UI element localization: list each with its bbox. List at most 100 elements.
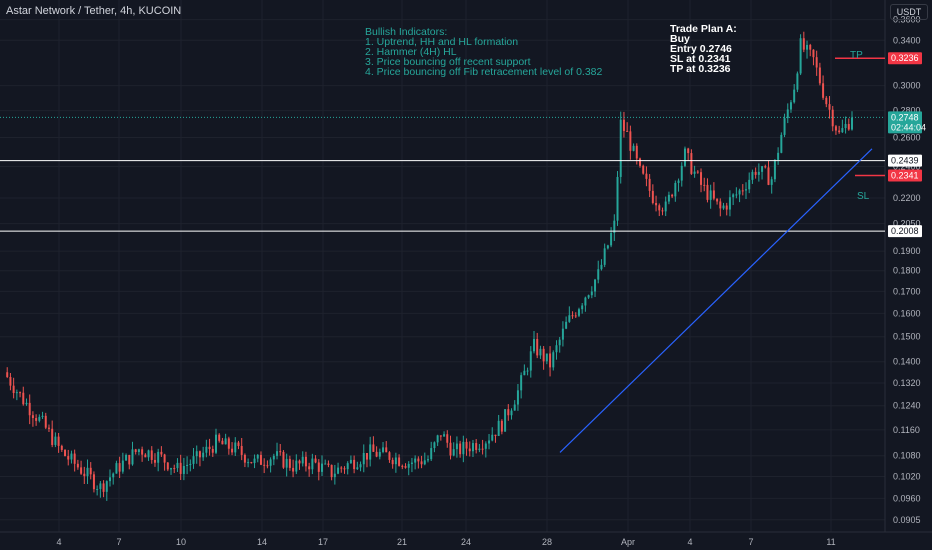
candle-up [105, 481, 108, 492]
candle-up [131, 449, 134, 465]
price-axis[interactable]: 0.36000.34000.30000.28000.26000.24000.22… [893, 15, 921, 525]
candle-down [767, 167, 770, 185]
candle-up [497, 420, 500, 436]
candle-down [292, 467, 295, 472]
symbol-title[interactable]: Astar Network / Tether, 4h, KUCOIN [6, 5, 182, 17]
candle-up [667, 194, 670, 202]
candle-up [581, 305, 584, 310]
candle-up [189, 463, 192, 465]
plan-line: Entry 0.2746 [670, 43, 732, 55]
candle-up [770, 179, 773, 185]
candle-down [391, 459, 394, 465]
candle-down [282, 451, 285, 468]
candle-up [735, 194, 738, 196]
candle-down [83, 473, 86, 477]
candle-up [410, 462, 413, 464]
candle-down [372, 444, 375, 452]
candle-up [616, 176, 619, 221]
ascending-trendline[interactable] [559, 148, 873, 453]
candle-down [240, 445, 243, 455]
candle-up [488, 440, 491, 444]
trade-plan-note[interactable]: Trade Plan A: Buy Entry 0.2746 SL at 0.2… [670, 24, 737, 75]
candle-down [815, 57, 818, 68]
candle-down [719, 201, 722, 209]
price-tick-label: 0.1240 [893, 401, 921, 411]
price-tick-label: 0.1700 [893, 286, 921, 296]
candle-up [844, 123, 847, 129]
time-tick-label: Apr [621, 537, 635, 547]
candle-down [439, 435, 442, 437]
candle-up [96, 488, 99, 490]
candle-up [806, 44, 809, 50]
candle-down [298, 460, 301, 464]
candle-up [247, 462, 250, 464]
candle-down [468, 448, 471, 452]
candle-up [321, 463, 323, 472]
price-tick-label: 0.0960 [893, 493, 921, 503]
candle-down [166, 462, 169, 470]
candle-down [266, 465, 269, 467]
currency-badge[interactable]: USDT [890, 4, 928, 20]
candle-up [25, 402, 28, 405]
candle-up [773, 159, 776, 180]
candle-up [256, 454, 259, 459]
bullish-line: Bullish Indicators: [365, 26, 448, 38]
bullish-indicators-note[interactable]: Bullish Indicators: 1. Uptrend, HH and H… [365, 26, 602, 78]
price-tick-label: 0.1400 [893, 357, 921, 367]
price-tick-label: 0.1080 [893, 451, 921, 461]
candle-down [128, 454, 131, 465]
candle-up [613, 220, 616, 234]
candle-up [799, 38, 802, 74]
candle-down [507, 409, 510, 416]
candle-down [404, 466, 407, 468]
sl-label: SL [857, 191, 870, 202]
candle-up [369, 444, 372, 460]
candle-down [401, 465, 404, 467]
candle-up [674, 182, 677, 197]
candle-down [80, 467, 83, 474]
support-line-tag-bg [888, 225, 922, 238]
candle-up [433, 442, 436, 449]
candle-down [231, 448, 234, 453]
candle-down [221, 440, 224, 445]
trendline-layer[interactable] [559, 148, 873, 453]
candle-down [648, 178, 651, 191]
time-axis[interactable]: 4 7 10 14 17 21 24 28 Apr 4 7 11 [56, 537, 835, 547]
candle-down [622, 119, 625, 131]
candle-up [147, 450, 150, 458]
candle-up [285, 458, 288, 468]
stop-loss-line-tag: 0.2341 [891, 170, 919, 180]
candle-up [520, 375, 523, 391]
bullish-line: 1. Uptrend, HH and HL formation [365, 36, 519, 48]
last-price-tag: 0.2748 [891, 112, 919, 122]
candle-down [208, 446, 211, 449]
candle-down [716, 198, 719, 202]
candle-down [687, 148, 690, 154]
candle-down [696, 171, 699, 173]
candle-down [73, 453, 76, 464]
candle-up [15, 392, 18, 394]
candle-up [382, 447, 385, 452]
candle-up [523, 370, 526, 376]
candle-up [561, 328, 564, 340]
candle-down [700, 172, 703, 185]
candle-down [47, 427, 50, 429]
plan-line: Buy [670, 33, 690, 45]
candle-up [324, 463, 327, 465]
candle-down [655, 203, 658, 206]
candle-down [211, 448, 214, 453]
time-tick-label: 11 [826, 537, 835, 547]
candle-up [54, 436, 57, 445]
candle-down [834, 126, 837, 131]
candle-up [516, 390, 519, 405]
candle-up [504, 409, 507, 432]
candle-up [680, 165, 683, 181]
last-price-tag-bg [888, 111, 922, 134]
candle-down [818, 67, 821, 84]
candle-up [745, 189, 747, 191]
candle-up [346, 463, 349, 470]
price-tick-label: 0.2200 [893, 193, 921, 203]
candle-up [796, 73, 799, 90]
candle-up [170, 468, 173, 470]
